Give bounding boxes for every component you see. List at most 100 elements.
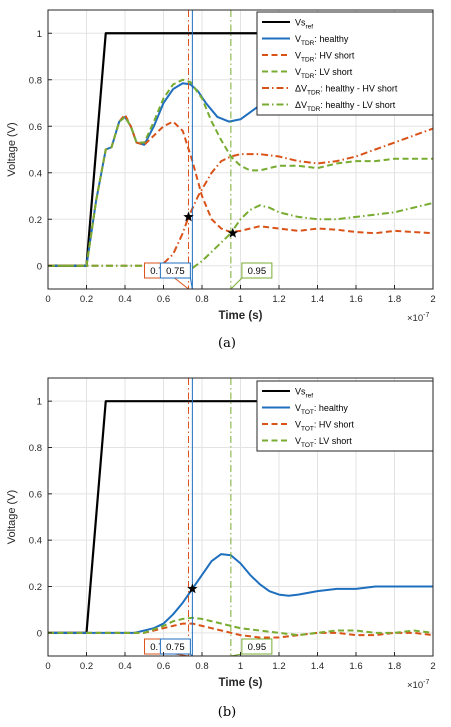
legend-entry: Vsref: [295, 387, 313, 400]
legend-box: [256, 380, 434, 452]
legend-name: V: [295, 67, 301, 77]
legend-name: V: [295, 403, 301, 413]
x-exponent-power: -7: [423, 312, 429, 319]
legend-suffix: : LV short: [314, 67, 352, 77]
chart-b: 0.730.75 0.95 0 0.2 0.4 0.6 0.8 1 1.2 1.4 1.6 1.8 2 0…: [6, 377, 436, 720]
legend-suffix: : HV short: [314, 420, 355, 430]
callout-box: [159, 638, 191, 655]
legend-name: V: [295, 420, 301, 430]
x-tick-label: 1.2: [272, 294, 285, 305]
legend-subscript: TOT: [301, 426, 314, 433]
y-tick-label: 0.6: [29, 489, 42, 500]
x-tick-label: 2: [430, 294, 435, 305]
callout-pointer: [174, 277, 189, 290]
legend-subscript: TDR: [301, 40, 315, 47]
star-marker: [227, 227, 239, 238]
legend-entry: VTOT: LV short: [295, 436, 352, 449]
legend-box: [256, 11, 434, 116]
callout-pointer: [230, 277, 243, 290]
callout-label: 0.75: [166, 642, 185, 653]
callout-label: 0.95: [248, 266, 267, 277]
callout-box: [241, 638, 273, 655]
y-tick-label: 0.8: [29, 443, 42, 454]
x-tick-label: 1.8: [388, 294, 401, 305]
series-line-2: [48, 622, 434, 639]
x-tick-label: 0.4: [118, 294, 131, 305]
y-tick-label: 1: [37, 29, 42, 40]
callout-box: [241, 262, 273, 279]
x-tick-label: 1: [238, 294, 243, 305]
legend-name: V: [295, 34, 301, 44]
legend-subscript: TOT: [301, 442, 314, 449]
y-tick-label: 0: [37, 261, 42, 272]
legend-subscript: TDR: [301, 73, 315, 80]
y-tick-label: 0.2: [29, 215, 42, 226]
x-axis-label: Time (s): [219, 310, 263, 322]
x-tick-label: 1.6: [349, 661, 362, 672]
legend-subscript: TOT: [301, 409, 314, 416]
legend-suffix: : healthy - LV short: [320, 100, 395, 110]
x-tick-label: 0.2: [80, 661, 93, 672]
legend-entry: VTDR: LV short: [295, 67, 353, 80]
x-tick-label: 1.8: [388, 661, 401, 672]
legend-name: Vs: [295, 18, 306, 28]
legend-entry: ΔVTDR: healthy - HV short: [295, 84, 398, 97]
legend-name: ΔV: [295, 100, 307, 110]
callout-box: [159, 262, 191, 279]
x-tick-label: 2: [430, 661, 435, 672]
x-tick-label: 0: [45, 661, 50, 672]
x-tick-label: 0.6: [157, 661, 170, 672]
legend-name: Vs: [295, 387, 306, 397]
y-axis-label: Voltage (V): [6, 122, 18, 176]
series-line-1: [48, 553, 433, 634]
legend-entry: ΔVTDR: healthy - LV short: [295, 100, 396, 113]
legend-entry: VTDR: HV short: [295, 51, 355, 64]
y-tick-label: 0.8: [29, 75, 42, 86]
series-line-3: [48, 78, 433, 267]
callout-label: 0.73: [150, 642, 169, 653]
x-tick-label: 0.6: [157, 294, 170, 305]
y-tick-label: 1: [37, 397, 42, 408]
figure-caption: (a): [218, 336, 236, 351]
legend-suffix: : healthy - HV short: [320, 84, 398, 94]
x-tick-label: 1.4: [311, 661, 324, 672]
x-tick-label: 0.4: [118, 661, 131, 672]
callout-label: 0.73: [150, 266, 169, 277]
legend-name: V: [295, 51, 301, 61]
legend-entry: VTOT: HV short: [295, 420, 354, 433]
legend-entry: Vsref: [295, 18, 313, 31]
y-tick-label: 0.4: [29, 168, 42, 179]
legend-entry: VTDR: healthy: [295, 34, 349, 47]
legend-suffix: : healthy: [314, 34, 349, 44]
callout-pointer: [189, 277, 193, 290]
star-marker: [183, 211, 194, 222]
star-marker: [187, 583, 198, 594]
legend-subscript: TDR: [301, 57, 315, 64]
x-axis-label: Time (s): [219, 677, 263, 689]
x-tick-label: 1.4: [311, 294, 324, 305]
y-axis-label: Voltage (V): [6, 490, 18, 544]
y-tick-label: 0: [37, 628, 42, 639]
legend-name: ΔV: [295, 84, 307, 94]
y-tick-label: 0.6: [29, 122, 42, 133]
x-tick-label: 0.8: [195, 294, 208, 305]
callout-label: 0.95: [248, 642, 267, 653]
legend-suffix: : healthy: [314, 403, 349, 413]
x-tick-label: 0.2: [80, 294, 93, 305]
series-line-3: [48, 616, 434, 637]
legend-subscript: TDR: [307, 90, 321, 97]
figure-caption: (b): [218, 705, 236, 720]
legend-name: V: [295, 436, 301, 446]
legend-subscript: ref: [306, 24, 314, 31]
callout-label: 0.75: [166, 266, 185, 277]
series-line-4: [48, 127, 434, 267]
x-exponent-power: -7: [423, 679, 429, 686]
legend-subscript: ref: [306, 393, 314, 400]
legend-subscript: TDR: [307, 106, 321, 113]
x-exponent-label: ×10-7: [407, 312, 429, 324]
chart-a: 0.730.75 0.95 0 0.2 0.4 0.6 0.8 1 1.2 1.4 1.6 1.8 2 0…: [6, 9, 436, 351]
legend-suffix: : LV short: [314, 436, 352, 446]
